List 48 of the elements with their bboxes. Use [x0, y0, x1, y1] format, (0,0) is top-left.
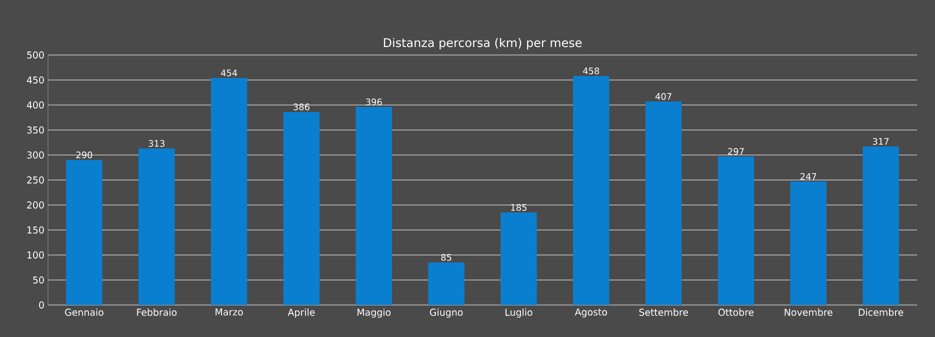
y-tick-label: 300	[27, 151, 44, 159]
data-label: 185	[511, 204, 526, 211]
bar	[718, 156, 754, 305]
bar	[138, 148, 175, 305]
y-tick-label: 400	[26, 101, 44, 109]
chart-title: Distanza percorsa (km) per mese	[384, 38, 582, 50]
x-tick-label: Maggio	[358, 308, 391, 318]
x-tick-label: Luglio	[506, 308, 532, 318]
y-tick-label: 500	[27, 51, 44, 59]
y-tick-label: 350	[27, 126, 44, 134]
data-label: 454	[220, 70, 238, 76]
bar	[573, 76, 610, 305]
y-tick-label: 0	[39, 301, 44, 309]
bar	[645, 102, 682, 305]
data-label: 396	[366, 98, 382, 106]
data-label: 317	[872, 138, 889, 145]
bar	[862, 146, 899, 305]
data-label: 85	[441, 254, 452, 261]
bar	[283, 112, 320, 305]
data-label: 297	[728, 148, 744, 155]
x-tick-label: Febbraio	[137, 308, 177, 316]
x-tick-label: Settembre	[639, 308, 688, 316]
x-tick-label: Giugno	[430, 308, 463, 318]
y-tick-label: 100	[27, 251, 44, 259]
data-label: 386	[294, 104, 310, 110]
bar	[210, 78, 248, 305]
bar	[66, 160, 102, 305]
x-tick-label: Gennaio	[65, 308, 104, 316]
data-label: 313	[148, 140, 164, 147]
x-tick-label: Aprile	[288, 308, 315, 318]
data-label: 458	[583, 68, 600, 74]
x-tick-label: Agosto	[574, 308, 607, 318]
x-tick-label: Novembre	[784, 308, 832, 316]
y-tick-label: 250	[27, 176, 44, 184]
y-tick-label: 50	[33, 276, 44, 284]
x-tick-label: Dicembre	[858, 308, 904, 316]
data-label: 290	[76, 152, 92, 158]
y-tick-label: 150	[27, 226, 44, 234]
bar	[790, 182, 826, 305]
bar	[428, 262, 464, 305]
data-label: 407	[655, 93, 672, 100]
y-tick-label: 200	[27, 201, 44, 209]
data-label: 247	[800, 173, 816, 180]
bar	[500, 212, 537, 305]
x-tick-label: Ottobre	[718, 308, 754, 316]
x-tick-label: Marzo	[216, 308, 243, 316]
bar	[356, 107, 392, 305]
y-tick-label: 450	[26, 76, 44, 84]
